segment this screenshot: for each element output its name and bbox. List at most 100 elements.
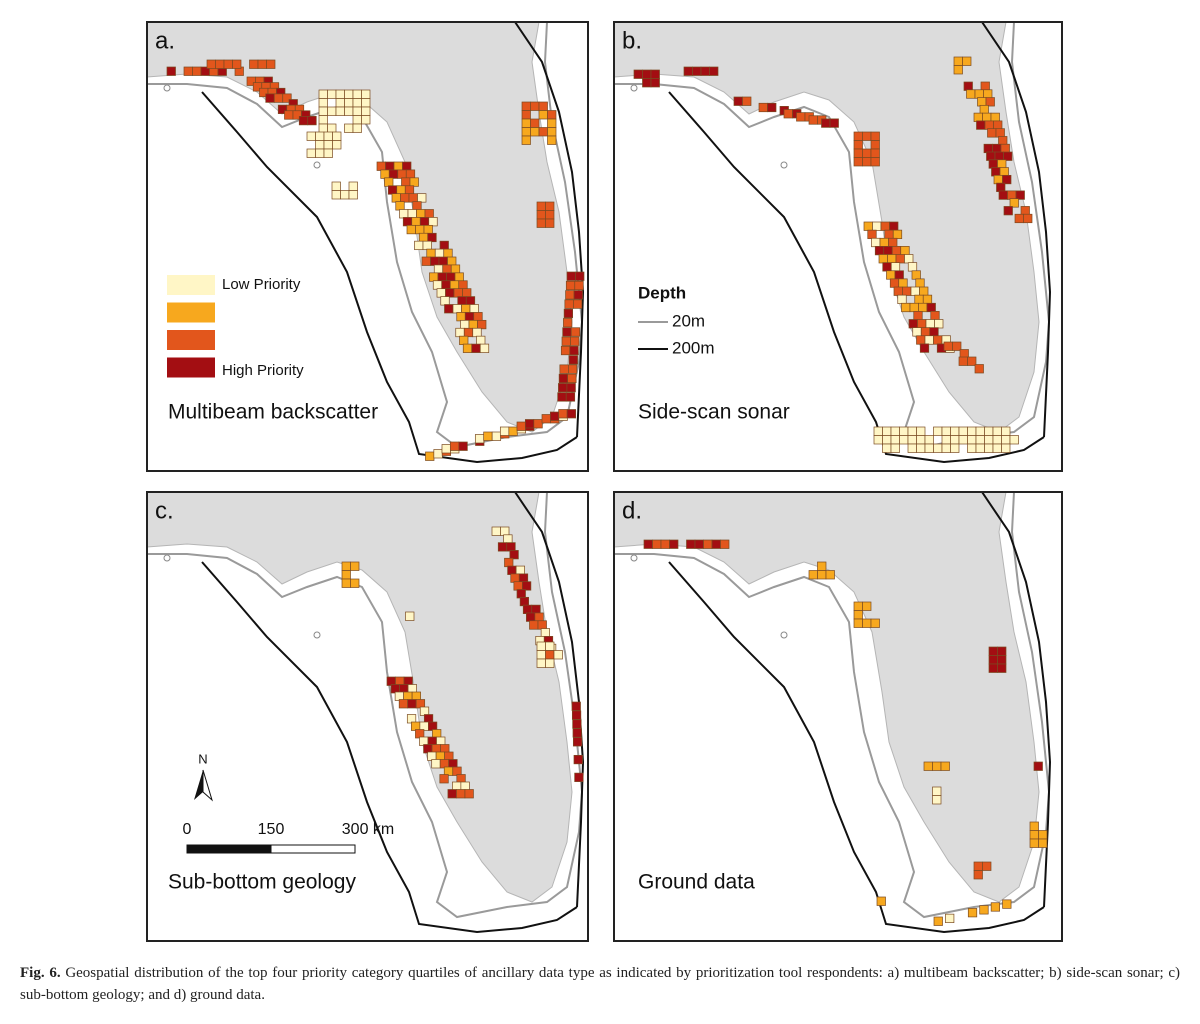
grid-cell <box>703 539 713 549</box>
grid-cell <box>429 272 439 282</box>
grid-cell <box>975 443 985 453</box>
grid-cell <box>384 177 394 187</box>
caption: Fig. 6. Geospatial distribution of the t… <box>20 962 1180 1006</box>
grid-cell <box>916 435 926 445</box>
grid-cell <box>447 256 457 266</box>
grid-cell <box>464 789 474 799</box>
grid-cell <box>458 280 468 290</box>
scale-tick: 150 <box>258 821 285 838</box>
grid-cell <box>465 296 476 306</box>
grid-cell <box>853 601 863 611</box>
grid-cell <box>192 66 202 76</box>
grid-cell <box>912 327 922 337</box>
grid-cell <box>967 443 977 453</box>
grid-cell <box>570 327 581 337</box>
grid-cell <box>436 288 446 298</box>
grid-cell <box>421 256 431 266</box>
grid-cell <box>880 221 890 231</box>
grid-cell <box>967 435 977 445</box>
grid-cell <box>558 373 568 383</box>
grid-cell <box>462 343 473 353</box>
grid-cell <box>967 426 977 436</box>
grid-cell <box>1009 435 1019 445</box>
grid-cell <box>530 118 540 128</box>
grid-cell <box>962 56 972 66</box>
grid-cell <box>401 177 411 187</box>
grid-cell <box>385 161 395 171</box>
grid-cell <box>306 148 316 158</box>
grid-cell <box>943 341 953 351</box>
grid-cell <box>265 93 275 103</box>
grid-cell <box>572 728 582 738</box>
grid-cell <box>901 302 911 313</box>
grid-cell <box>350 578 360 588</box>
grid-cell <box>395 201 405 211</box>
grid-cell <box>518 573 529 583</box>
grid-cell <box>574 280 584 291</box>
grid-cell <box>907 435 917 445</box>
grid-cell <box>974 89 984 99</box>
grid-cell <box>536 218 546 228</box>
grid-cell <box>249 59 259 69</box>
grid-cell <box>914 294 924 304</box>
grid-cell <box>993 120 1003 130</box>
grid-cell <box>416 209 426 219</box>
grid-cell <box>547 135 557 145</box>
grid-cell <box>566 409 577 419</box>
grid-cell <box>530 101 540 111</box>
grid-cell <box>402 217 413 227</box>
grid-cell <box>982 112 992 122</box>
grid-cell <box>404 185 415 195</box>
grid-cell <box>340 190 350 200</box>
grid-cell <box>318 123 328 133</box>
grid-cell <box>1002 174 1012 185</box>
map-panel: d. Ground data <box>613 491 1063 942</box>
grid-cell <box>504 557 514 568</box>
grid-cell <box>500 526 510 536</box>
grid-cell <box>499 426 510 436</box>
grid-cell <box>232 59 242 69</box>
grid-cell <box>941 435 951 445</box>
grid-cell <box>916 426 926 436</box>
grid-cell <box>545 201 555 211</box>
grid-cell <box>522 604 533 614</box>
grid-cell <box>958 356 968 366</box>
grid-cell <box>530 127 540 137</box>
grid-cell <box>516 589 526 599</box>
grid-cell <box>506 542 516 552</box>
grid-cell <box>997 663 1007 673</box>
grid-cell <box>987 128 997 138</box>
grid-cell <box>983 143 993 154</box>
grid-cell <box>323 140 333 150</box>
grid-cell <box>344 123 354 133</box>
grid-cell <box>406 224 416 235</box>
grid-cell <box>510 573 520 583</box>
grid-cell <box>458 441 468 451</box>
grid-cell <box>925 319 935 329</box>
grid-cell <box>894 270 904 280</box>
grid-cell <box>424 209 434 219</box>
grid-cell <box>306 131 316 141</box>
grid-cell <box>398 699 409 709</box>
panel-label: c. <box>155 497 174 524</box>
grid-cell <box>411 217 421 227</box>
grid-cell <box>331 190 341 200</box>
grid-cell <box>534 612 544 622</box>
grid-cell <box>503 534 513 544</box>
grid-cell <box>446 272 456 282</box>
grid-cell <box>898 278 908 288</box>
grid-cell <box>538 110 548 120</box>
grid-cell <box>473 312 483 322</box>
grid-cell <box>341 578 351 588</box>
grid-cell <box>315 148 325 158</box>
grid-cell <box>508 426 518 436</box>
priority-legend: Low Priority High Priority <box>167 275 304 379</box>
grid-cell <box>430 256 440 266</box>
grid-cell <box>454 272 464 282</box>
map-panel: b. Side-scan sonar <box>613 21 1063 472</box>
grid-cell <box>891 246 902 256</box>
grid-cell <box>573 290 583 300</box>
grid-cell <box>441 444 451 454</box>
grid-cell <box>988 646 998 656</box>
